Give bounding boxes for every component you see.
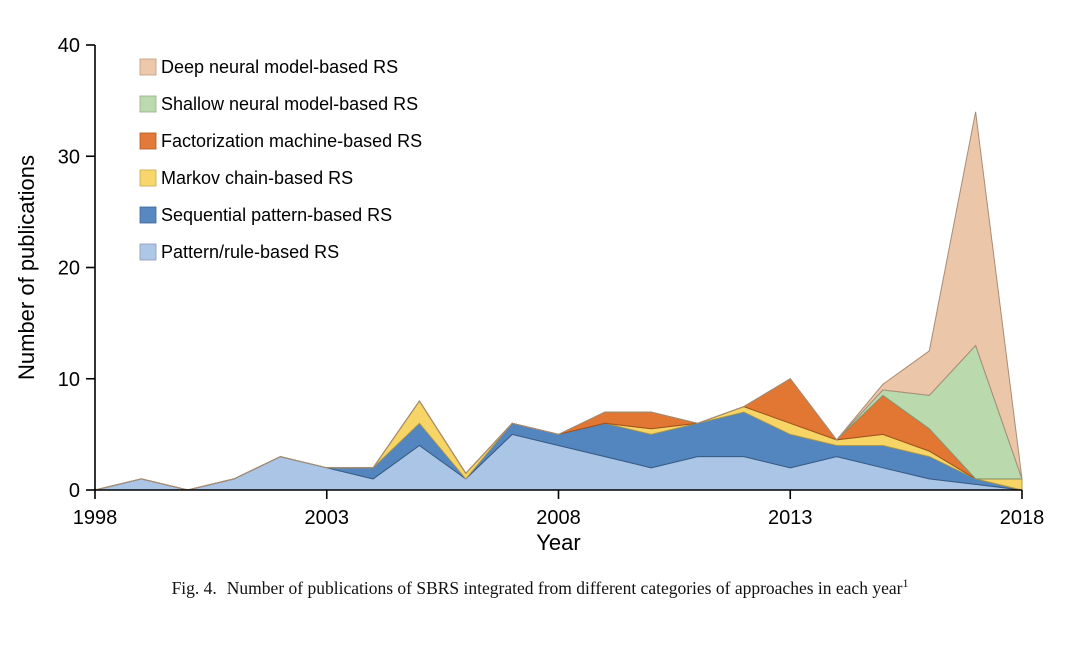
x-tick-label: 2018: [1000, 507, 1045, 529]
legend-swatch-deep-neural: [139, 58, 157, 76]
legend-swatch-markov-chain: [139, 169, 157, 187]
x-tick-label: 2013: [768, 507, 813, 529]
y-tick-label: 0: [69, 480, 80, 502]
legend-label-pattern-rule: Pattern/rule-based RS: [161, 242, 339, 262]
x-tick-label: 2008: [536, 507, 581, 529]
legend-swatch-sequential-pattern: [139, 206, 157, 224]
caption-figure-number: Fig. 4.: [171, 577, 217, 598]
x-axis-title: Year: [536, 530, 580, 555]
legend-swatch-factorization-machine: [139, 132, 157, 150]
legend-swatch-shallow-neural: [139, 95, 157, 113]
legend-label-shallow-neural: Shallow neural model-based RS: [161, 94, 418, 114]
legend-swatch-pattern-rule: [139, 243, 157, 261]
legend-label-sequential-pattern: Sequential pattern-based RS: [161, 205, 392, 225]
chart-canvas: 0 10 20 30 40 1998 2003 2008 2013 2018 Year Number …: [14, 35, 1045, 555]
legend-label-factorization-machine: Factorization machine-based RS: [161, 131, 422, 151]
y-axis-title: Number of publications: [14, 155, 39, 380]
caption-footnote-marker: 1: [902, 576, 909, 590]
y-tick-label: 40: [58, 35, 80, 57]
y-tick-label: 20: [58, 258, 80, 280]
publications-stacked-area-chart: 0 10 20 30 40 1998 2003 2008 2013 2018 Year Number …: [14, 35, 1045, 555]
x-tick-label: 2003: [305, 507, 350, 529]
legend-label-deep-neural: Deep neural model-based RS: [161, 57, 398, 77]
y-tick-label: 30: [58, 146, 80, 168]
caption-text: Number of publications of SBRS integrate…: [226, 577, 903, 598]
area-series-deep-neural: [94, 111, 1023, 491]
legend-label-markov-chain: Markov chain-based RS: [161, 168, 353, 188]
figure-caption: Fig. 4. Number of publications of SBRS in…: [70, 576, 1010, 599]
y-tick-label: 10: [58, 369, 80, 391]
x-tick-label: 1998: [73, 507, 118, 529]
